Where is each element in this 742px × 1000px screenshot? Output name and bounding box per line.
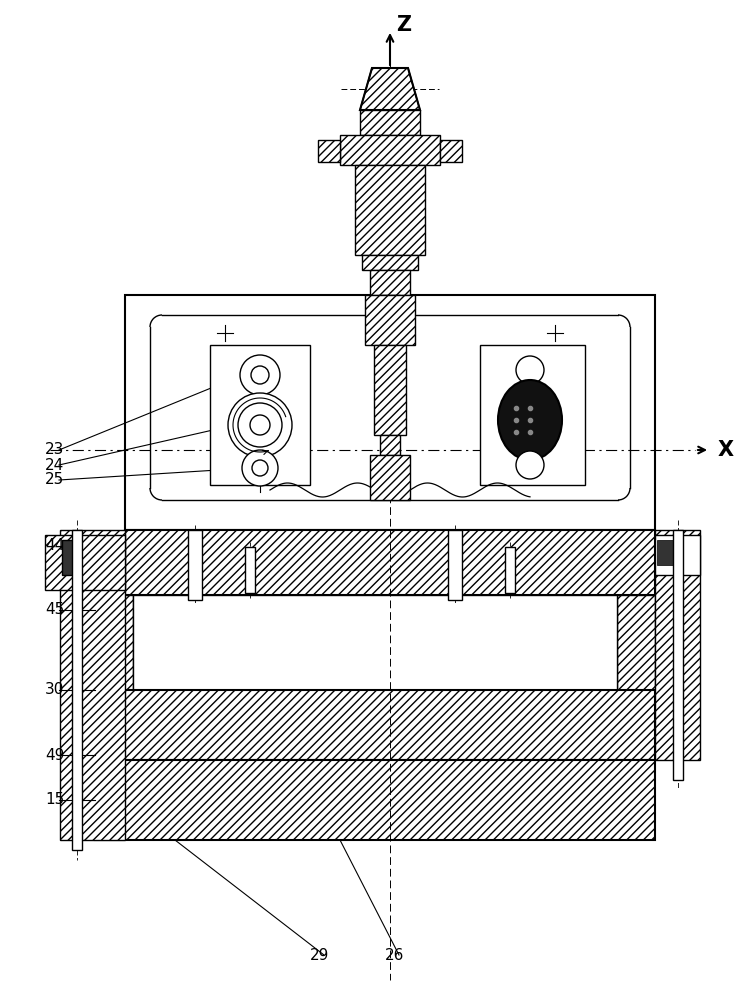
Text: 24: 24: [45, 458, 65, 473]
Bar: [657, 540, 675, 565]
Text: 30: 30: [45, 682, 65, 698]
Circle shape: [242, 450, 278, 486]
Circle shape: [516, 451, 544, 479]
Bar: [210, 345, 310, 485]
Bar: [360, 110, 420, 135]
Bar: [655, 535, 700, 575]
Polygon shape: [360, 68, 420, 110]
Circle shape: [240, 355, 280, 395]
Text: 45: 45: [45, 602, 65, 617]
Text: 15: 15: [45, 792, 65, 808]
Bar: [370, 455, 410, 500]
Bar: [125, 530, 655, 595]
Bar: [60, 530, 125, 840]
Text: 44: 44: [45, 538, 65, 552]
Bar: [370, 270, 410, 295]
Ellipse shape: [498, 380, 562, 460]
Bar: [72, 530, 82, 850]
Bar: [95, 760, 655, 840]
Bar: [380, 295, 400, 330]
Circle shape: [238, 403, 282, 447]
Text: 25: 25: [45, 473, 65, 488]
Circle shape: [228, 393, 292, 457]
Text: 49: 49: [45, 748, 65, 762]
Text: 29: 29: [310, 948, 329, 962]
Circle shape: [251, 366, 269, 384]
Bar: [355, 165, 425, 255]
Text: 26: 26: [385, 948, 404, 962]
Bar: [480, 345, 585, 485]
Bar: [318, 140, 340, 162]
Text: X: X: [718, 440, 734, 460]
Circle shape: [250, 415, 270, 435]
Bar: [673, 530, 683, 780]
Bar: [95, 595, 133, 690]
Bar: [362, 255, 418, 270]
Text: Z: Z: [396, 15, 411, 35]
Bar: [617, 595, 655, 690]
Bar: [62, 540, 80, 575]
Bar: [374, 345, 406, 435]
Bar: [245, 547, 255, 593]
Bar: [505, 547, 515, 593]
Bar: [45, 535, 125, 590]
Bar: [133, 595, 617, 690]
Bar: [655, 530, 700, 760]
Text: 23: 23: [45, 442, 65, 458]
Bar: [380, 435, 400, 455]
Bar: [125, 295, 655, 530]
Bar: [188, 530, 202, 600]
Bar: [62, 540, 80, 575]
Circle shape: [516, 356, 544, 384]
Bar: [376, 330, 404, 345]
Bar: [340, 135, 440, 165]
Bar: [95, 690, 655, 760]
Bar: [365, 295, 415, 345]
Bar: [448, 530, 462, 600]
Circle shape: [252, 460, 268, 476]
Bar: [440, 140, 462, 162]
